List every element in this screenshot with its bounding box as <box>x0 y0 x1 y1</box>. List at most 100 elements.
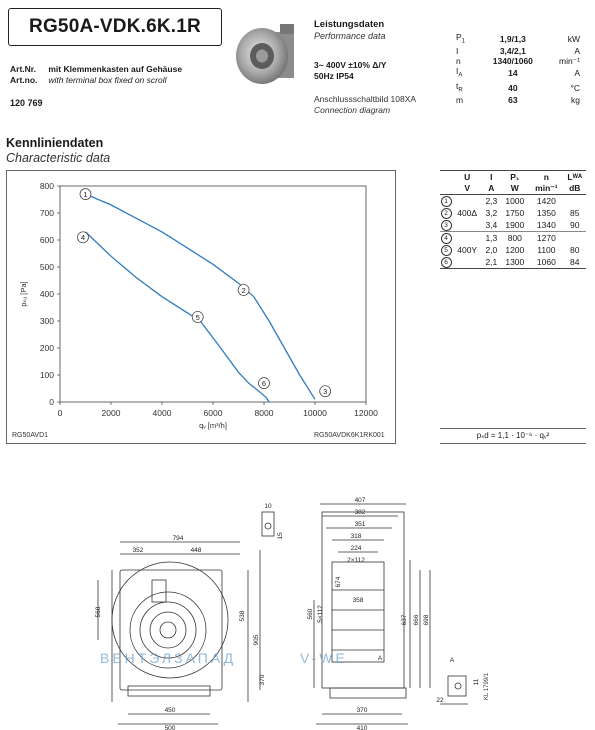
table-row: 4 1,3 800 1270 <box>440 232 586 244</box>
table-cell: 3,4 <box>485 220 498 230</box>
chart-footer-left: RG50AVD1 <box>12 432 49 439</box>
dimension-label: 10 <box>264 503 272 510</box>
dimension-label: 22 <box>436 697 444 704</box>
table-row: 1 2,3 1000 1420 <box>440 195 587 208</box>
diagram-de: Anschlussschaltbild 108XA <box>314 94 417 104</box>
dimension-label: 448 <box>191 547 202 554</box>
art-nr-en: Art.no. with terminal box fixed on scrol… <box>10 75 166 85</box>
curve-index-badge: 3 <box>440 220 452 231</box>
table-cell: 1750 <box>505 208 525 218</box>
dimension-label: 410 <box>357 725 368 730</box>
curve-marker <box>191 311 204 323</box>
table-head-blank <box>440 171 452 183</box>
table-cell: 1900 <box>505 220 525 230</box>
table-cell: 85 <box>570 208 580 218</box>
table-cell: 80 <box>570 245 580 255</box>
model-title: RG50A-VDK.6K.1R <box>29 16 201 37</box>
x-tick-label: 10000 <box>303 408 327 418</box>
curve-marker <box>79 188 92 200</box>
table-cell: 3,2 <box>485 208 498 218</box>
table-header: I <box>490 171 493 182</box>
art-nr-label-en: Art.no. <box>10 75 38 85</box>
performance-unit: A <box>574 68 580 79</box>
performance-title-de: Leistungsdaten <box>314 19 385 30</box>
dimension-label: A <box>378 655 383 662</box>
table-cell: 1420 <box>536 196 556 206</box>
model-box: RG50A-VDK.6K.1R <box>8 8 222 46</box>
art-nr-label-de: Art.Nr. <box>10 64 36 74</box>
x-tick-label: 12000 <box>354 408 378 418</box>
chart-frame <box>6 170 396 444</box>
dimension-label: 794 <box>173 535 184 542</box>
table-row: 2 400Δ 3,2 1750 1350 85 <box>440 207 586 219</box>
table-cell: 84 <box>570 257 580 267</box>
y-tick-label: 500 <box>40 262 54 272</box>
dimension-label: 666 <box>413 614 420 625</box>
table-unit: min⁻¹ <box>535 182 558 193</box>
performance-row: n 1340/1060 min⁻¹ <box>456 56 580 67</box>
voltage-spec: 3~ 400V ±10% Δ/Y <box>314 60 387 70</box>
fan-product-image <box>236 24 294 84</box>
y-tick-label: 700 <box>40 208 54 218</box>
performance-value: 1,9/1,3 <box>499 34 526 45</box>
dimension-label: 382 <box>355 509 366 516</box>
performance-row: P1 1,9/1,3 kW <box>456 32 580 47</box>
table-row: 6 2,1 1300 1060 84 <box>440 256 586 269</box>
y-tick-label: 300 <box>40 316 54 326</box>
table-unit: V <box>464 183 470 194</box>
table-header: U <box>464 171 471 182</box>
dimension-label: 11 <box>473 678 480 685</box>
dimension-label: 905 <box>253 634 260 645</box>
table-cell: 2,3 <box>485 196 498 206</box>
x-tick-label: 4000 <box>153 408 172 418</box>
table-cell: 1,3 <box>485 233 498 243</box>
dimension-label: 538 <box>239 610 246 621</box>
performance-row: I 3,4/2,1 A <box>456 47 580 57</box>
dimension-label: A <box>450 657 455 664</box>
table-cell: 1100 <box>537 245 556 255</box>
performance-unit: °C <box>570 82 580 93</box>
performance-symbol: I <box>456 46 459 57</box>
performance-unit: min⁻¹ <box>558 56 580 67</box>
table-header: n <box>543 171 549 182</box>
table-unit: W <box>510 183 519 194</box>
pressure-formula: pₛd = 1,1 · 10⁻⁶ · qᵥ² <box>440 428 586 444</box>
performance-symbol: m <box>456 95 464 106</box>
table-cell-index: 4 <box>440 232 452 244</box>
diagram-en: Connection diagram <box>314 105 391 115</box>
characteristic-title-en: Characteristic data <box>6 151 111 165</box>
dimension-label: 407 <box>355 497 366 504</box>
table-cell: 2,0 <box>485 245 498 255</box>
dimension-label: 560 <box>307 608 314 619</box>
table-cell <box>452 256 482 269</box>
curve-index-badge: 1 <box>440 196 452 207</box>
art-nr-de: Art.Nr. mit Klemmenkasten auf Gehäuse <box>10 64 182 74</box>
table-cell-index: 3 <box>440 219 452 232</box>
curve-marker <box>237 284 250 296</box>
y-tick-label: 0 <box>49 397 54 407</box>
dimension-label: 370 <box>259 674 266 685</box>
table-unit: A <box>488 183 495 194</box>
performance-value: 40 <box>508 82 518 93</box>
table-cell: 1340 <box>536 220 556 230</box>
table-cell <box>564 195 587 208</box>
curve-6-line <box>248 382 270 403</box>
performance-unit: A <box>574 46 580 57</box>
dimension-label: 358 <box>353 597 364 604</box>
curve-marker-label: 6 <box>262 379 266 388</box>
performance-symbol: IA <box>456 66 463 79</box>
performance-value: 3,4/2,1 <box>499 46 526 57</box>
dimension-label: 352 <box>133 547 144 554</box>
freq-spec: 50Hz IP54 <box>314 71 354 81</box>
x-axis-label: qᵥ [m³/h] <box>199 421 227 430</box>
curve-marker <box>319 385 332 398</box>
dimension-label: 568 <box>95 606 102 617</box>
characteristic-chart: 0 2000 4000 6000 8000 10000 12000 0 100 200 300 400… <box>19 181 378 430</box>
dimension-drawing: 794 352 448 568 538 905 450 500 370 407 382 351 318 2… <box>95 497 480 730</box>
curve-index-badge: 5 <box>440 245 452 256</box>
table-cell: 400Δ <box>457 208 478 218</box>
y-tick-label: 100 <box>40 370 54 380</box>
art-nr-text-de: mit Klemmenkasten auf Gehäuse <box>48 64 183 74</box>
table-cell: 1060 <box>536 257 556 267</box>
